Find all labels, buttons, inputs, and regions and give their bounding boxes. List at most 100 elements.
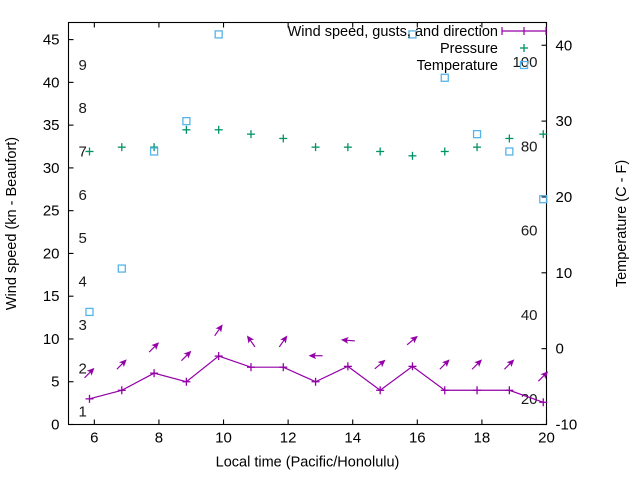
wind-direction-arrow (503, 359, 515, 370)
y-tick-label: 15 (43, 288, 60, 305)
y-tick-label: 30 (43, 160, 60, 177)
y2-tick-label: 40 (556, 37, 573, 54)
wind-direction-arrow (116, 359, 127, 370)
wind-speed-point (505, 386, 514, 395)
temperature-point (117, 264, 126, 273)
wind-direction-arrow (214, 324, 223, 337)
temperature-point (472, 129, 482, 139)
y2-axis-title: Temperature (C - F) (614, 160, 630, 287)
fahrenheit-tick-label: 80 (521, 138, 538, 155)
pressure-point (214, 125, 223, 134)
pressure-point (473, 143, 482, 152)
legend-label-2: Temperature (417, 58, 498, 74)
y2-tick-label: -10 (556, 417, 578, 434)
beaufort-tick-label: 9 (79, 57, 87, 74)
wind-direction-arrow (181, 350, 192, 362)
beaufort-tick-label: 8 (79, 100, 87, 117)
wind-speed-point (473, 386, 482, 395)
fahrenheit-tick-label: 100 (512, 54, 537, 71)
pressure-point (150, 143, 159, 152)
wind-speed-point (214, 352, 223, 361)
wind-direction-arrow (374, 359, 386, 370)
legend-label-1: Pressure (440, 41, 498, 57)
beaufort-tick-label: 6 (79, 187, 87, 204)
pressure-point (343, 143, 352, 152)
wind-direction-arrow (340, 336, 355, 344)
pressure-point (279, 134, 288, 143)
wind-speed-point (182, 377, 191, 386)
y-tick-label: 10 (43, 331, 60, 348)
wind-direction-arrow (278, 335, 288, 348)
wind-speed-point (376, 386, 385, 395)
x-tick-label: 14 (344, 430, 361, 447)
pressure-point (311, 143, 320, 152)
pressure-point (408, 151, 417, 160)
wind-speed-point (539, 398, 548, 407)
wind-direction-arrow (148, 342, 160, 353)
temperature-point (440, 73, 449, 82)
legend-marker-2 (519, 60, 529, 70)
wind-speed-point (343, 362, 352, 371)
wind-direction-arrow (439, 359, 450, 370)
temperature-point (214, 30, 223, 39)
y-tick-label: 20 (43, 245, 60, 262)
wind-speed-line (89, 355, 544, 403)
beaufort-tick-label: 3 (79, 317, 87, 334)
x-tick-label: 10 (215, 430, 232, 447)
y-tick-label: 35 (43, 117, 60, 134)
fahrenheit-tick-label: 60 (521, 223, 538, 240)
x-tick-label: 16 (409, 430, 426, 447)
legend-marker-1 (520, 44, 528, 52)
x-tick-label: 8 (155, 430, 163, 447)
x-tick-label: 6 (90, 430, 98, 447)
pressure-point (182, 125, 191, 134)
pressure-point (85, 147, 94, 156)
wind-direction-arrow (406, 335, 418, 346)
beaufort-tick-label: 4 (79, 274, 87, 291)
wind-speed-point (440, 386, 449, 395)
y-tick-label: 45 (43, 32, 60, 49)
wind-speed-point (150, 369, 159, 378)
x-tick-label: 12 (280, 430, 297, 447)
wind-speed-point (279, 363, 288, 372)
plot-frame (67, 21, 548, 426)
y-tick-label: 40 (43, 74, 60, 91)
y2-tick-label: 30 (556, 113, 573, 130)
beaufort-tick-label: 1 (79, 404, 87, 421)
wind-speed-point (85, 394, 94, 403)
pressure-point (376, 147, 385, 156)
pressure-point (539, 130, 548, 139)
fahrenheit-tick-label: 40 (521, 307, 538, 324)
beaufort-tick-label: 2 (79, 360, 87, 377)
pressure-point (440, 147, 449, 156)
wind-direction-arrow (246, 335, 256, 348)
wind-speed-point (408, 362, 417, 371)
y-tick-label: 5 (51, 374, 59, 391)
wind-direction-arrow (471, 359, 483, 370)
wind-direction-arrow (308, 352, 323, 360)
y2-tick-label: 0 (556, 341, 564, 358)
pressure-point (505, 134, 514, 143)
pressure-point (117, 143, 126, 152)
y2-tick-label: 20 (556, 189, 573, 206)
beaufort-tick-label: 7 (79, 143, 87, 160)
temperature-point (85, 307, 94, 317)
wind-direction-arrow (84, 367, 95, 379)
x-tick-label: 20 (538, 430, 555, 447)
y2-tick-label: 10 (556, 265, 573, 282)
temperature-point (408, 30, 417, 39)
temperature-point (505, 147, 514, 156)
temperature-point (182, 116, 191, 126)
wind-speed-point (311, 377, 320, 386)
wind-speed-point (246, 363, 255, 372)
temperature-point (539, 195, 548, 204)
beaufort-tick-label: 5 (79, 230, 87, 247)
y-axis-title: Wind speed (kn - Beaufort) (4, 137, 20, 310)
pressure-point (246, 130, 255, 139)
wind-direction-arrow (537, 371, 549, 382)
wind-speed-point (117, 386, 126, 395)
temperature-point (149, 147, 159, 156)
x-tick-label: 18 (474, 430, 491, 447)
